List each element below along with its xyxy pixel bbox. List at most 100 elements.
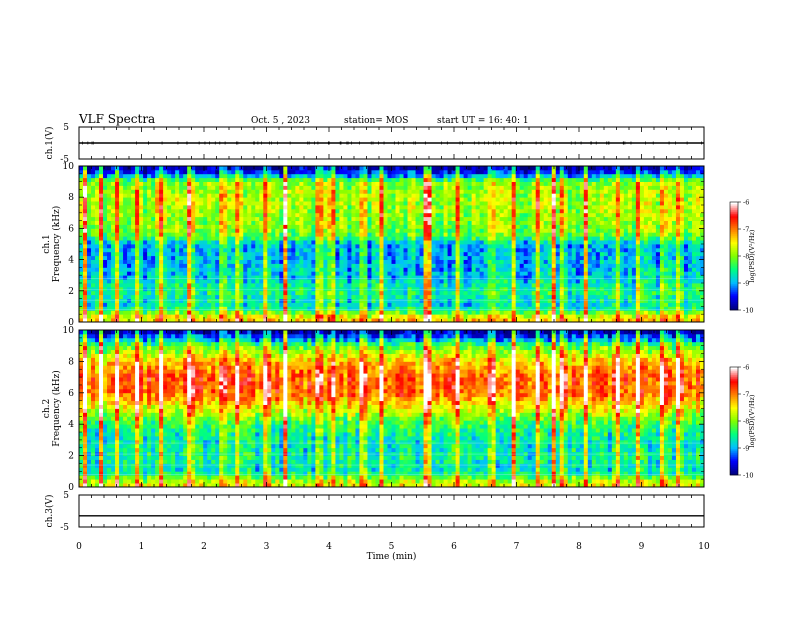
spectrogram-cell: [424, 178, 428, 182]
spectrogram-cell: [464, 201, 468, 205]
spectrogram-cell: [392, 209, 396, 213]
spectrogram-cell: [355, 178, 359, 182]
spectrogram-cell: [488, 186, 492, 190]
spectrogram-cell: [243, 193, 247, 197]
spectrogram-cell: [472, 186, 476, 190]
spectrogram-cell: [191, 217, 195, 221]
spectrogram-cell: [315, 314, 319, 318]
spectrogram-cell: [79, 275, 83, 279]
spectrogram-cell: [420, 221, 424, 225]
spectrogram-cell: [195, 221, 199, 225]
spectrogram-cell: [239, 240, 243, 244]
spectrogram-cell: [363, 189, 367, 193]
spectrogram-cell: [404, 303, 408, 307]
spectrogram-cell: [271, 256, 275, 260]
spectrogram-cell: [311, 209, 315, 213]
y-axis-label: ch.1(V): [44, 127, 55, 160]
spectrogram-cell: [195, 232, 199, 236]
spectrogram-cell: [496, 225, 500, 229]
spectrogram-cell: [271, 209, 275, 213]
spectrogram-cell: [367, 197, 371, 201]
spectrogram-cell: [428, 291, 432, 295]
spectrogram-cell: [279, 303, 283, 307]
spectrogram-cell: [416, 213, 420, 217]
spectrogram-cell: [335, 236, 339, 240]
spectrogram-cell: [548, 279, 552, 283]
spectrogram-cell: [432, 248, 436, 252]
spectrogram-cell: [291, 240, 295, 244]
spectrogram-cell: [291, 260, 295, 264]
spectrogram-cell: [379, 186, 383, 190]
spectrogram-cell: [239, 201, 243, 205]
spectrogram-cell: [484, 275, 488, 279]
spectrogram-cell: [187, 260, 191, 264]
spectrogram-cell: [496, 166, 500, 170]
spectrogram-cell: [299, 213, 303, 217]
spectrogram-cell: [239, 252, 243, 256]
spectrogram-cell: [235, 260, 239, 264]
spectrogram-cell: [223, 189, 227, 193]
spectrogram-cell: [504, 299, 508, 303]
spectrogram-cell: [259, 303, 263, 307]
spectrogram-cell: [456, 236, 460, 240]
spectrogram-cell: [223, 264, 227, 268]
spectrogram-cell: [235, 166, 239, 170]
spectrogram-cell: [203, 267, 207, 271]
spectrogram-cell: [496, 201, 500, 205]
spectrogram-cell: [508, 189, 512, 193]
spectrogram-cell: [428, 283, 432, 287]
spectrogram-cell: [151, 252, 155, 256]
spectrogram-cell: [464, 299, 468, 303]
spectrogram-cell: [183, 166, 187, 170]
spectrogram-cell: [223, 244, 227, 248]
spectrogram-cell: [115, 189, 119, 193]
spectrogram-cell: [283, 256, 287, 260]
spectrogram-cell: [323, 256, 327, 260]
spectrogram-cell: [151, 303, 155, 307]
spectrogram-cell: [480, 228, 484, 232]
spectrogram-cell: [448, 283, 452, 287]
spectrogram-cell: [95, 275, 99, 279]
spectrogram-cell: [355, 236, 359, 240]
spectrogram-cell: [472, 225, 476, 229]
spectrogram-cell: [99, 232, 103, 236]
spectrogram-cell: [540, 186, 544, 190]
spectrogram-cell: [135, 256, 139, 260]
spectrogram-cell: [504, 213, 508, 217]
spectrogram-cell: [227, 221, 231, 225]
spectrogram-cell: [387, 310, 391, 314]
spectrogram-cell: [219, 310, 223, 314]
spectrogram-cell: [528, 252, 532, 256]
spectrogram-cell: [508, 213, 512, 217]
spectrogram-cell: [199, 197, 203, 201]
spectrogram-cell: [468, 236, 472, 240]
spectrogram-cell: [123, 260, 127, 264]
spectrogram-cell: [271, 213, 275, 217]
spectrogram-cell: [508, 186, 512, 190]
spectrogram-cell: [404, 275, 408, 279]
spectrogram-cell: [460, 209, 464, 213]
spectrogram-cell: [416, 279, 420, 283]
spectrogram-cell: [299, 201, 303, 205]
spectrogram-cell: [556, 189, 560, 193]
spectrogram-cell: [508, 182, 512, 186]
spectrogram-cell: [500, 264, 504, 268]
spectrogram-cell: [83, 201, 87, 205]
spectrogram-cell: [159, 267, 163, 271]
spectrogram-cell: [544, 232, 548, 236]
spectrogram-cell: [359, 299, 363, 303]
spectrogram-cell: [191, 306, 195, 310]
spectrogram-cell: [500, 189, 504, 193]
spectrogram-cell: [195, 256, 199, 260]
spectrogram-cell: [143, 306, 147, 310]
spectrogram-cell: [428, 260, 432, 264]
spectrogram-cell: [299, 264, 303, 268]
spectrogram-cell: [424, 256, 428, 260]
spectrogram-cell: [500, 295, 504, 299]
spectrogram-cell: [191, 275, 195, 279]
spectrogram-cell: [472, 271, 476, 275]
spectrogram-cell: [203, 186, 207, 190]
spectrogram-cell: [143, 267, 147, 271]
spectrogram-cell: [243, 170, 247, 174]
spectrogram-cell: [387, 228, 391, 232]
